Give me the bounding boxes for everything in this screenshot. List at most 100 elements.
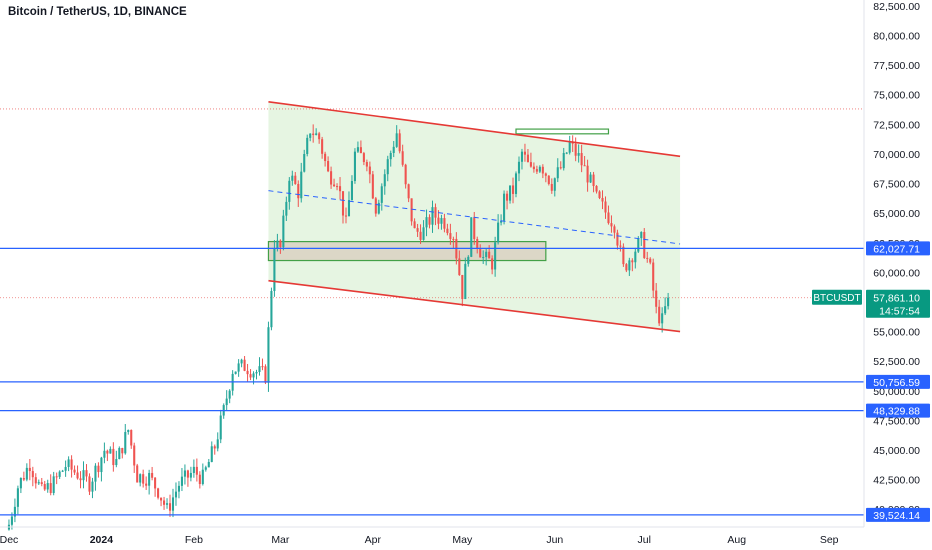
candle-body[interactable] (362, 153, 365, 163)
candle-body[interactable] (535, 169, 538, 172)
candle-body[interactable] (315, 133, 318, 135)
candle-body[interactable] (344, 215, 348, 217)
candle-body[interactable] (91, 481, 94, 492)
candle-body[interactable] (255, 372, 258, 374)
candle-body[interactable] (643, 232, 646, 258)
candle-body[interactable] (413, 221, 416, 229)
candle-body[interactable] (550, 183, 553, 191)
candle-body[interactable] (267, 327, 270, 383)
candle-body[interactable] (25, 467, 28, 480)
candle-body[interactable] (204, 467, 207, 470)
candle-body[interactable] (667, 297, 670, 307)
candle-body[interactable] (359, 147, 362, 154)
candle-body[interactable] (607, 212, 610, 224)
candle-body[interactable] (115, 459, 118, 466)
candle-body[interactable] (488, 251, 491, 259)
candle-body[interactable] (580, 153, 583, 166)
candle-body[interactable] (171, 497, 175, 511)
candle-body[interactable] (467, 256, 470, 264)
candle-body[interactable] (321, 139, 324, 154)
candle-body[interactable] (401, 151, 404, 165)
candle-body[interactable] (404, 164, 407, 185)
candle-body[interactable] (237, 363, 240, 372)
candle-body[interactable] (389, 152, 392, 160)
candle-body[interactable] (58, 471, 61, 477)
candle-body[interactable] (341, 191, 345, 216)
candle-body[interactable] (330, 171, 333, 185)
candle-body[interactable] (616, 232, 619, 246)
candle-body[interactable] (94, 465, 97, 482)
candle-body[interactable] (88, 476, 91, 492)
candle-body[interactable] (422, 227, 425, 240)
candle-body[interactable] (628, 260, 631, 271)
candle-body[interactable] (276, 240, 279, 249)
candle-body[interactable] (604, 201, 607, 213)
price-axis[interactable] (864, 0, 932, 550)
candle-body[interactable] (517, 161, 521, 174)
candle-body[interactable] (109, 448, 112, 454)
candle-body[interactable] (186, 470, 189, 478)
channel-lower-line[interactable] (268, 279, 681, 333)
candle-body[interactable] (368, 166, 371, 175)
candle-body[interactable] (306, 137, 309, 155)
last-price-tag[interactable] (866, 289, 930, 318)
candle-body[interactable] (103, 450, 106, 458)
candle-body[interactable] (55, 476, 58, 478)
candle-body[interactable] (434, 207, 437, 218)
candle-body[interactable] (506, 193, 509, 201)
candle-body[interactable] (192, 466, 195, 473)
candle-body[interactable] (142, 474, 145, 484)
candle-body[interactable] (365, 162, 368, 167)
candle-body[interactable] (482, 257, 485, 259)
candle-body[interactable] (133, 445, 136, 466)
range-zone[interactable] (267, 240, 547, 262)
candle-body[interactable] (398, 133, 401, 152)
candle-body[interactable] (234, 371, 237, 374)
candle-body[interactable] (139, 474, 142, 483)
candle-body[interactable] (207, 461, 210, 468)
candle-body[interactable] (136, 465, 139, 483)
candle-body[interactable] (541, 166, 544, 174)
candle-body[interactable] (240, 359, 243, 364)
candle-body[interactable] (154, 477, 157, 489)
candle-body[interactable] (622, 246, 625, 265)
candle-body[interactable] (327, 161, 330, 172)
candle-body[interactable] (440, 218, 443, 224)
candle-body[interactable] (79, 478, 82, 481)
candle-body[interactable] (374, 198, 377, 214)
candle-body[interactable] (76, 472, 79, 479)
candle-body[interactable] (595, 185, 598, 192)
candle-body[interactable] (279, 240, 282, 248)
candle-body[interactable] (565, 152, 568, 154)
candle-body[interactable] (446, 228, 449, 234)
candle-body[interactable] (10, 516, 13, 525)
candle-body[interactable] (297, 183, 300, 199)
candle-body[interactable] (577, 153, 580, 156)
candle-body[interactable] (61, 470, 64, 472)
candle-body[interactable] (598, 191, 601, 198)
candle-body[interactable] (601, 197, 604, 202)
candle-body[interactable] (500, 220, 503, 223)
range-zone[interactable] (515, 128, 610, 135)
candle-body[interactable] (100, 457, 103, 473)
candle-body[interactable] (511, 185, 515, 194)
candle-body[interactable] (553, 178, 556, 191)
candle-body[interactable] (470, 217, 473, 257)
candle-body[interactable] (574, 143, 577, 156)
candle-body[interactable] (246, 370, 249, 375)
candle-body[interactable] (282, 215, 285, 248)
candle-body[interactable] (592, 174, 595, 186)
candle-body[interactable] (258, 366, 261, 373)
candle-body[interactable] (356, 147, 359, 152)
candle-body[interactable] (195, 466, 198, 475)
candle-body[interactable] (127, 429, 130, 433)
candle-body[interactable] (273, 248, 276, 291)
candle-body[interactable] (559, 167, 562, 169)
candle-body[interactable] (350, 181, 354, 201)
candle-body[interactable] (49, 483, 52, 494)
candle-body[interactable] (145, 483, 148, 486)
candle-body[interactable] (613, 226, 616, 233)
candle-body[interactable] (431, 207, 434, 225)
candle-body[interactable] (285, 201, 288, 216)
candle-body[interactable] (201, 469, 204, 485)
